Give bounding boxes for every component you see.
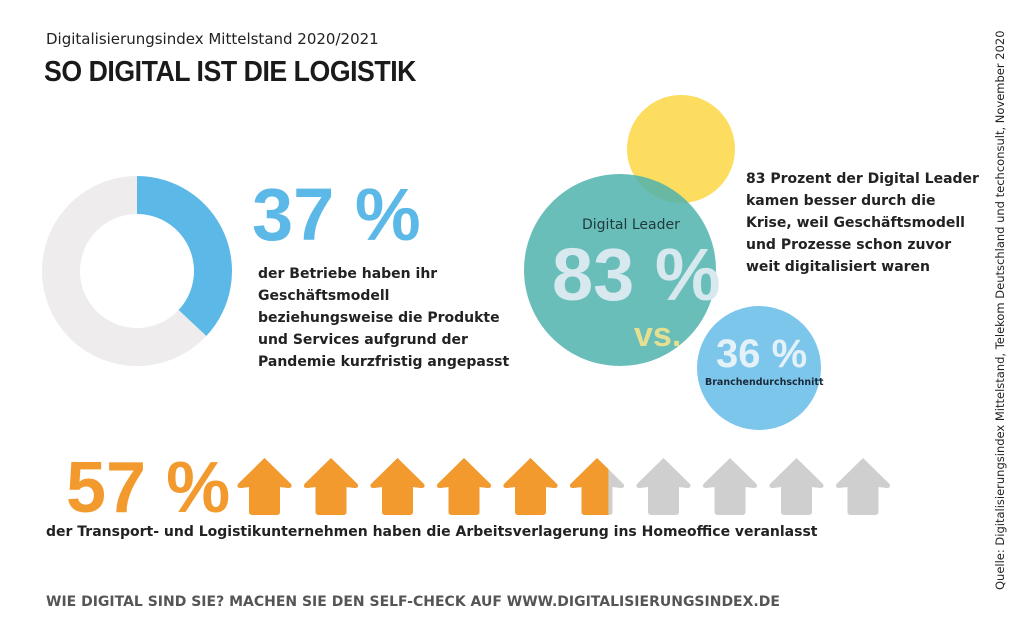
stat-37-text: der Betriebe haben ihr Geschäftsmodell b… [258, 266, 510, 370]
house-icon [835, 458, 891, 515]
house-icon [702, 458, 758, 515]
donut-slice-1 [42, 176, 207, 366]
house-icon-filled [303, 458, 359, 515]
subtitle: Digitalisierungsindex Mittelstand 2020/2… [46, 30, 379, 48]
house-icon [636, 458, 691, 515]
stat-37-value: 37 % [252, 173, 421, 256]
yellow-circle [627, 95, 735, 203]
house-icon-filled [436, 458, 492, 515]
stat-83-text: 83 Prozent der Digital Leader kamen bess… [746, 171, 979, 275]
house-icon [769, 458, 824, 515]
average-circle [697, 306, 821, 430]
stat-36-value: 36 % [716, 332, 808, 376]
footer-cta: WIE DIGITAL SIND SIE? MACHEN SIE DEN SEL… [46, 594, 780, 610]
stat-57-value: 57 % [66, 448, 231, 528]
house-icon-filled [503, 458, 558, 515]
digital-leader-circle [524, 174, 716, 366]
digital-leader-label: Digital Leader [582, 217, 680, 233]
source-note: Quelle: Digitalisierungsindex Mittelstan… [993, 30, 1007, 590]
vs-label: vs. [634, 316, 682, 354]
house-icon-filled [370, 458, 425, 515]
stat-57-text: der Transport- und Logistikunternehmen h… [46, 524, 818, 540]
house-icon-filled [569, 458, 609, 515]
donut-slice-0 [137, 176, 233, 337]
stat-83-value: 83 % [552, 233, 721, 316]
house-icon-filled [237, 458, 292, 515]
page-title: SO DIGITAL IST DIE LOGISTIK [44, 56, 416, 88]
branchendurchschnitt-label: Branchendurchschnitt [705, 377, 824, 388]
